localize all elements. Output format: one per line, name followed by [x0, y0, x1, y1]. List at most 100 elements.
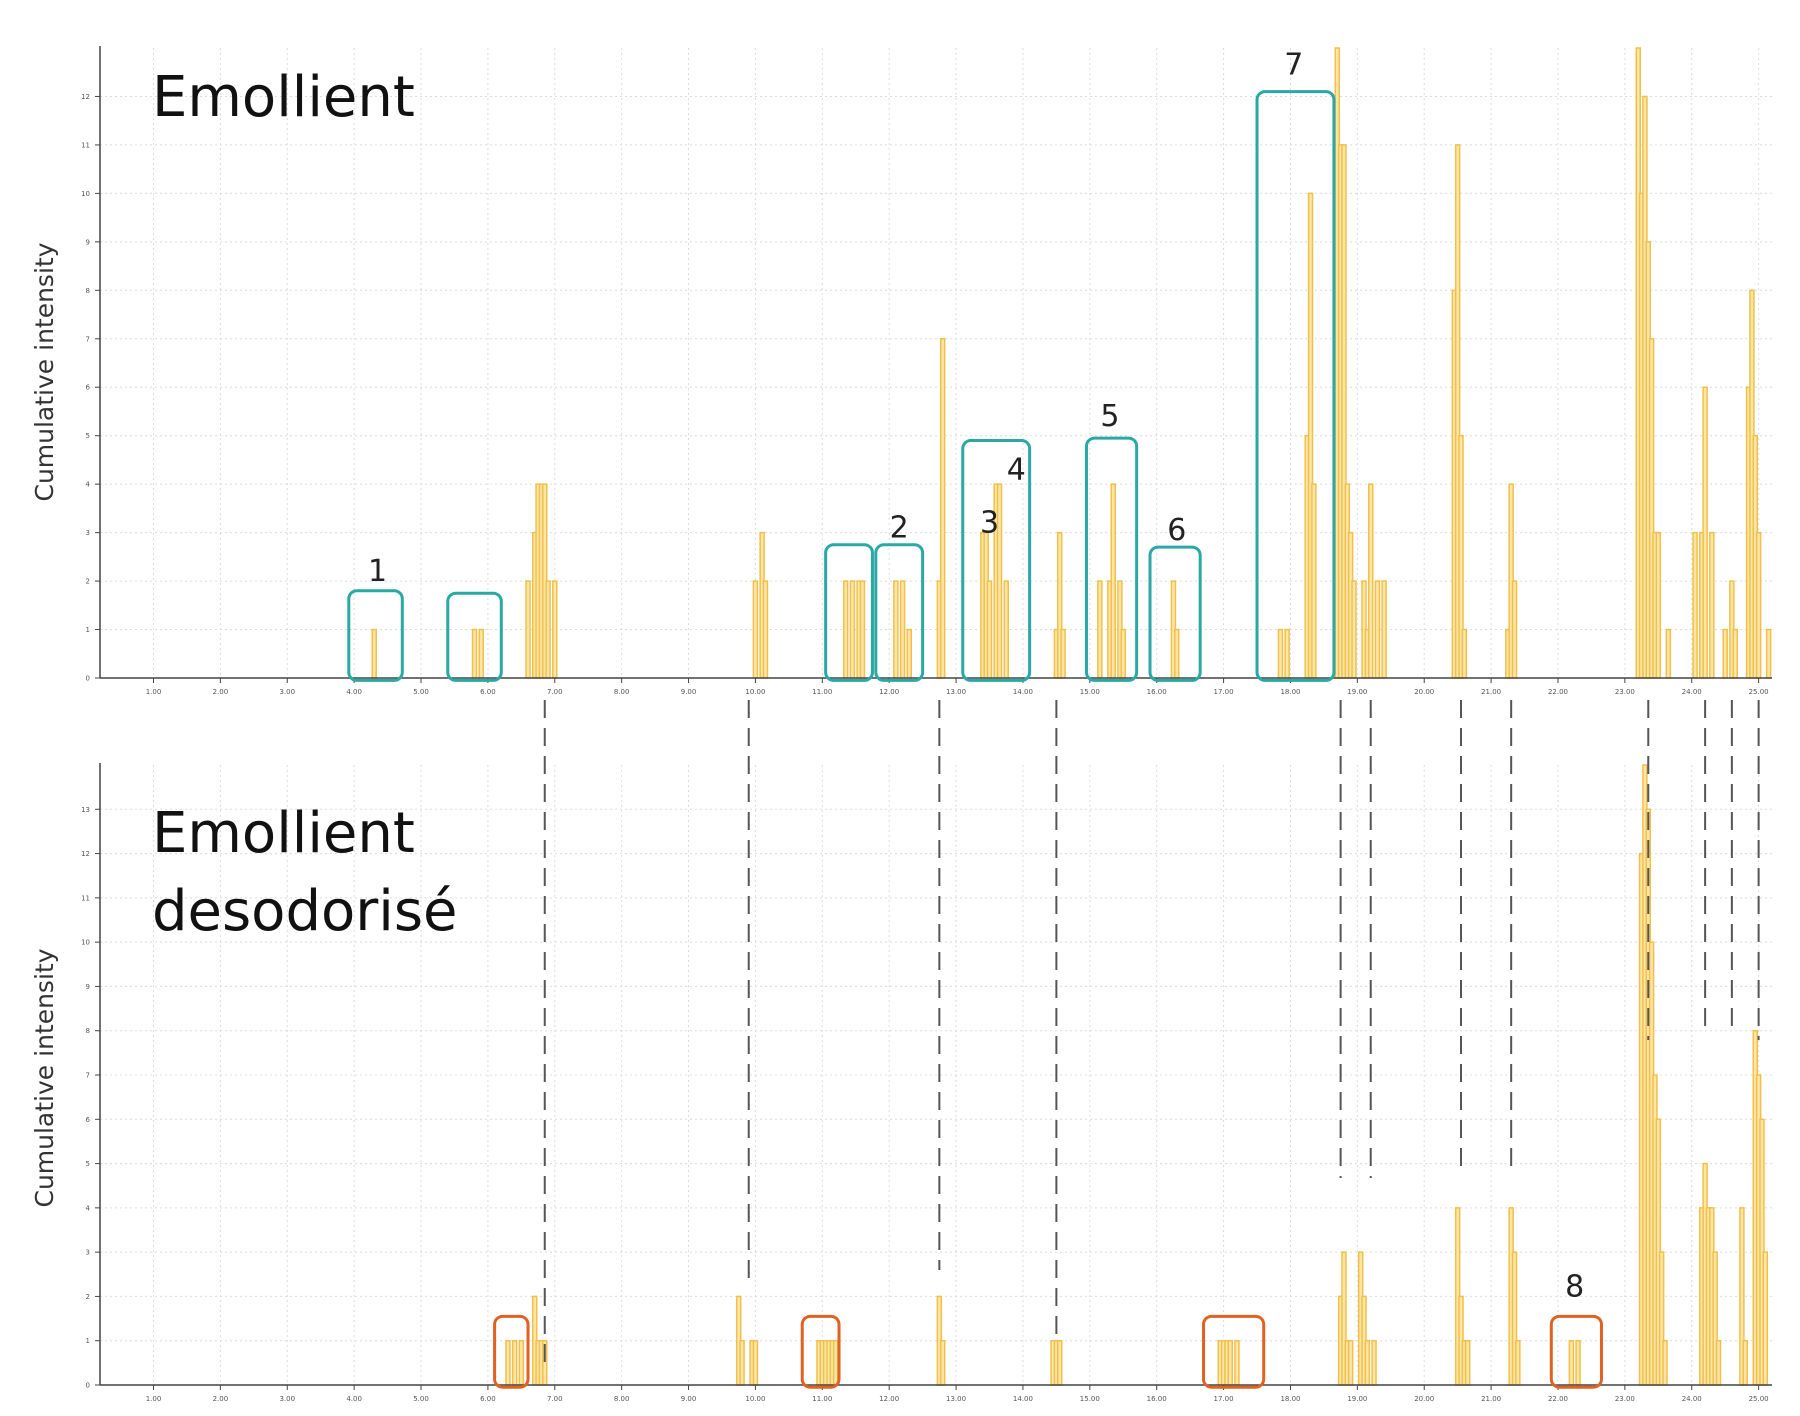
y-tick-label: 3	[86, 1249, 90, 1257]
bar	[1765, 628, 1772, 679]
chart-emollient: 1.00 2.00 3.00 4.00 5.00 6.00 7.00 8.00 9.00 10.0…	[30, 46, 1772, 696]
bar	[939, 1339, 946, 1386]
bar	[1227, 1339, 1234, 1386]
y-tick-label: 5	[86, 432, 90, 440]
bar	[986, 580, 993, 679]
x-tick-label: 22.00	[1548, 688, 1568, 696]
bar	[1003, 580, 1009, 679]
x-tick-label: 2.00	[213, 1395, 229, 1403]
bar	[1234, 1339, 1240, 1386]
bar	[1575, 1339, 1581, 1386]
annotations: 1 2 34 5 6 7	[368, 48, 1303, 589]
bar	[899, 580, 906, 679]
x-tick-label: 2.00	[213, 688, 229, 696]
x-tick-label: 16.00	[1147, 688, 1167, 696]
bar	[1311, 483, 1317, 679]
bar	[1277, 628, 1284, 679]
highlight-boxes	[347, 90, 1336, 682]
x-tick-label: 10.00	[745, 1395, 765, 1403]
bar	[471, 628, 478, 679]
bar	[1364, 1339, 1371, 1386]
x-tick-label: 14.00	[1013, 1395, 1033, 1403]
y-tick-label: 0	[86, 675, 90, 683]
y-tick-label: 4	[86, 1204, 91, 1212]
y-tick-label: 12	[81, 850, 90, 858]
x-tick-label: 19.00	[1347, 688, 1367, 696]
x-tick-label: 12.00	[879, 1395, 899, 1403]
x-tick-label: 9.00	[681, 688, 697, 696]
peak-annotation: 7	[1284, 48, 1303, 83]
bars	[371, 47, 1772, 679]
bar	[752, 580, 759, 679]
y-tick-label: 4	[86, 481, 91, 489]
x-tick-label: 12.00	[879, 688, 899, 696]
y-tick-label: 1	[86, 1337, 90, 1345]
bar	[1511, 580, 1518, 679]
peak-annotation: 1	[368, 554, 387, 589]
peak-annotation: 8	[1565, 1269, 1584, 1304]
y-tick-label: 3	[86, 529, 90, 537]
y-tick-label: 10	[81, 939, 90, 947]
x-tick-label: 18.00	[1280, 1395, 1300, 1403]
y-tick-label: 1	[86, 626, 90, 634]
peak-annotation: 6	[1167, 513, 1186, 548]
x-tick-label: 19.00	[1347, 1395, 1367, 1403]
bar	[1568, 1339, 1575, 1386]
y-tick-label: 2	[86, 1293, 90, 1301]
y-tick-label: 8	[86, 287, 90, 295]
highlight-box	[1148, 545, 1202, 682]
highlight-box	[824, 543, 874, 682]
x-tick-label: 7.00	[547, 1395, 563, 1403]
bar	[752, 1339, 759, 1386]
y-tick-label: 6	[86, 1116, 91, 1124]
chart-title-line-2: desodorisé	[152, 879, 457, 944]
x-tick-label: 4.00	[346, 1395, 362, 1403]
bars	[505, 764, 1769, 1386]
highlight-box	[493, 1314, 530, 1389]
y-tick-label: 7	[86, 335, 90, 343]
x-tick-label: 11.00	[812, 688, 832, 696]
bar	[1110, 483, 1116, 679]
grid	[100, 765, 1772, 1386]
bar	[1655, 531, 1662, 679]
highlight-box	[800, 1314, 841, 1389]
bar	[1762, 1251, 1769, 1386]
highlight-box	[1255, 90, 1336, 682]
bar	[762, 580, 769, 679]
x-tick-label: 8.00	[614, 688, 630, 696]
bar	[1755, 531, 1762, 679]
highlight-box	[347, 589, 404, 682]
bar	[505, 1339, 511, 1386]
x-tick-label: 4.00	[346, 688, 362, 696]
y-tick-label: 11	[81, 894, 90, 902]
x-tick-label: 13.00	[946, 1395, 966, 1403]
highlight-box	[961, 439, 1032, 682]
x-tick-label: 5.00	[413, 688, 429, 696]
y-tick-label: 11	[81, 141, 90, 149]
bar	[1351, 580, 1357, 679]
x-tick-label: 25.00	[1749, 688, 1769, 696]
x-tick-label: 17.00	[1214, 1395, 1234, 1403]
x-tick-label: 17.00	[1214, 688, 1234, 696]
y-tick-label: 10	[81, 190, 90, 198]
y-tick-label: 6	[86, 384, 91, 392]
x-tick-label: 16.00	[1147, 1395, 1167, 1403]
x-tick-label: 15.00	[1080, 1395, 1100, 1403]
bar	[1174, 628, 1180, 679]
x-tick-label: 8.00	[614, 1395, 630, 1403]
chart-title-emollient: Emollient	[152, 65, 415, 130]
axes: 1.00 2.00 3.00 4.00 5.00 6.00 7.00 8.00 9.00 10.0…	[81, 46, 1772, 696]
bar	[1367, 483, 1374, 679]
x-tick-label: 1.00	[146, 1395, 162, 1403]
peak-annotation: 3	[980, 506, 999, 541]
bar	[525, 580, 531, 679]
bar	[1284, 628, 1290, 679]
x-tick-label: 25.00	[1749, 1395, 1769, 1403]
bar	[1742, 1339, 1748, 1386]
bar	[1662, 1339, 1668, 1386]
bar	[832, 1339, 839, 1386]
bar	[1665, 628, 1672, 679]
y-axis-label: Cumulative intensity	[30, 242, 59, 501]
x-tick-label: 23.00	[1615, 1395, 1635, 1403]
